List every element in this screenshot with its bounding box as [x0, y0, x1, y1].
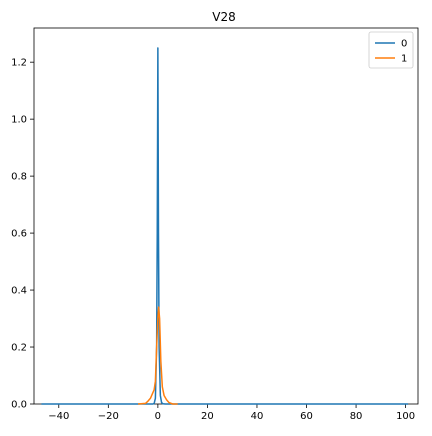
- x-tick-label: 60: [300, 411, 313, 422]
- x-tick-label: 0: [155, 411, 161, 422]
- x-tick-label: 20: [201, 411, 214, 422]
- chart-title: V28: [212, 10, 235, 24]
- y-tick-label: 0.6: [11, 229, 27, 240]
- legend-label: 1: [401, 54, 407, 65]
- y-tick-label: 1.2: [11, 58, 27, 69]
- y-tick-label: 0.0: [11, 400, 27, 411]
- x-tick-label: 40: [251, 411, 264, 422]
- x-tick-label: −20: [98, 411, 119, 422]
- x-axis: −40 −20 0 20 40 60 80 100: [48, 404, 415, 422]
- legend-label: 0: [401, 39, 407, 50]
- plot-frame: [33, 27, 419, 405]
- y-tick-label: 0.8: [11, 172, 27, 183]
- x-tick-label: 100: [396, 411, 415, 422]
- legend: 01: [368, 31, 414, 69]
- legend-box: [368, 31, 414, 69]
- y-tick-label: 0.4: [11, 286, 27, 297]
- series-line-0: [41, 47, 409, 405]
- y-tick-label: 0.2: [11, 343, 27, 354]
- series-line-1: [137, 306, 178, 405]
- series-layer: [41, 47, 409, 405]
- y-tick-label: 1.0: [11, 115, 27, 126]
- x-tick-label: 80: [350, 411, 363, 422]
- x-tick-label: −40: [48, 411, 69, 422]
- y-axis: 0.0 0.2 0.4 0.6 0.8 1.0 1.2: [11, 58, 34, 411]
